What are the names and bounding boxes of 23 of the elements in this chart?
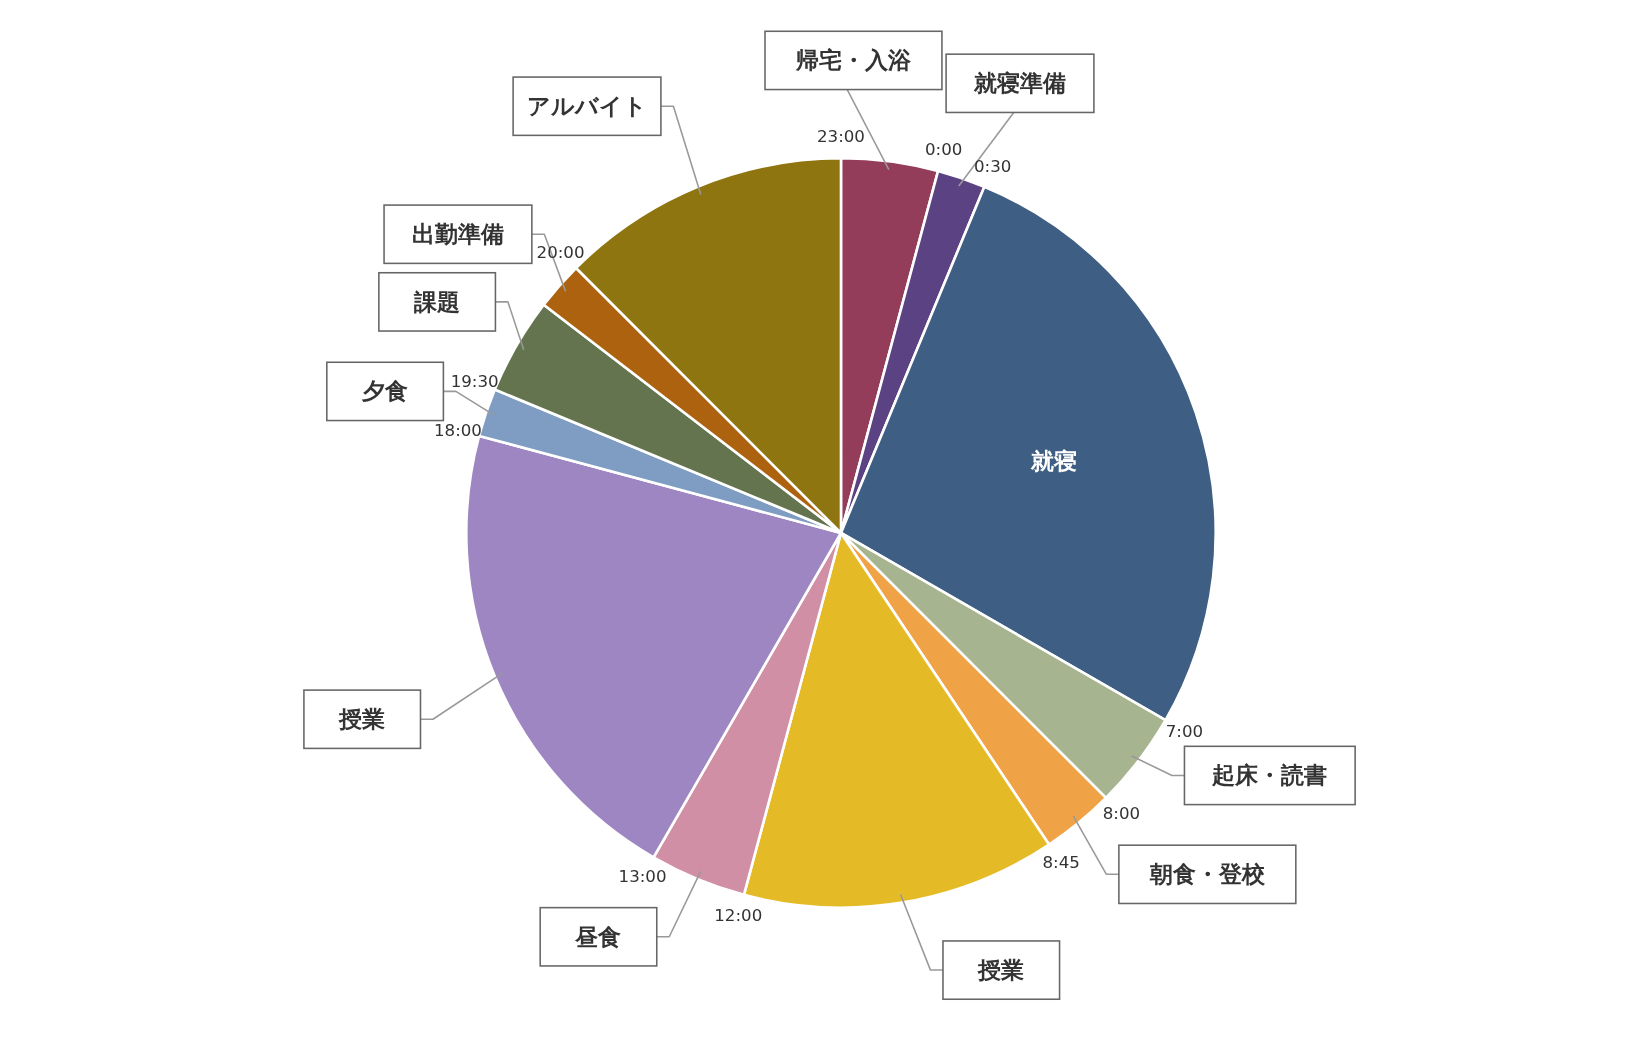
slice-label: 起床・読書 — [1211, 762, 1328, 789]
text: 12:00 — [714, 906, 763, 926]
slice-label: 昼食 — [574, 923, 622, 950]
slice-label: 授業 — [338, 706, 386, 733]
text: 20:00 — [536, 243, 585, 263]
slice-label: アルバイト — [527, 93, 648, 120]
text: 18:00 — [433, 420, 482, 440]
text: 7:00 — [1165, 721, 1204, 741]
slice-label: 就寝 — [1029, 447, 1077, 474]
text: 0:30 — [974, 157, 1012, 177]
text: 0:00 — [925, 140, 963, 160]
slice-label: 出勤準備 — [411, 221, 504, 248]
text: 8:00 — [1102, 803, 1141, 823]
slice-label: 課題 — [413, 288, 461, 315]
text: 13:00 — [618, 866, 667, 886]
slice-label: 帰宅・入浴 — [794, 47, 912, 74]
slice-label: 授業 — [977, 957, 1025, 984]
slice-label: 就寝準備 — [973, 70, 1066, 97]
text: 23:00 — [817, 126, 865, 146]
text: 19:30 — [450, 371, 499, 391]
slice-label: 夕食 — [361, 378, 409, 405]
slice-label: 朝食・登校 — [1148, 861, 1266, 888]
text: 8:45 — [1042, 853, 1080, 873]
